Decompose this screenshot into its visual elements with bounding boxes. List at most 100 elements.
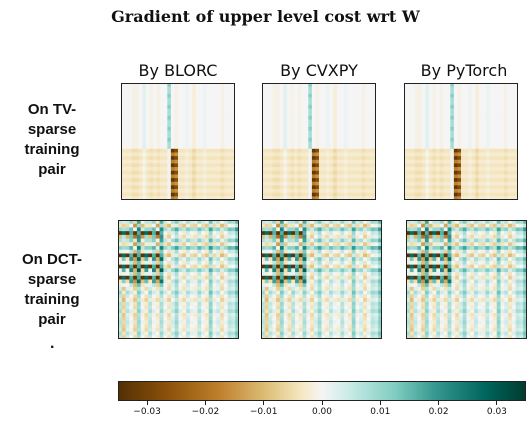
heatmap-tv-blorc <box>121 83 235 200</box>
heatmap-cell <box>372 119 376 124</box>
heatmap-cell <box>276 309 281 314</box>
heatmap-cell <box>167 148 172 153</box>
heatmap-cell <box>425 112 430 117</box>
heatmap-cell <box>135 119 140 124</box>
heatmap-cell <box>197 264 202 269</box>
heatmap-cell <box>121 260 126 265</box>
heatmap-cell <box>276 305 281 310</box>
heatmap-cell <box>149 189 154 193</box>
heatmap-cell <box>310 279 315 284</box>
heatmap-cell <box>351 234 356 239</box>
heatmap-cell <box>319 86 323 91</box>
heatmap-cell <box>468 156 472 161</box>
row-label-dct: On DCT- sparse training pair <box>22 251 82 328</box>
heatmap-cell <box>129 320 134 325</box>
heatmap-cell <box>310 227 315 232</box>
heatmap-cell <box>351 174 355 179</box>
heatmap-cell <box>418 112 423 117</box>
heatmap-cell <box>329 134 334 139</box>
heatmap-cell <box>461 185 465 190</box>
heatmap-cell <box>199 196 204 200</box>
heatmap-cell <box>365 108 370 113</box>
heatmap-cell <box>152 242 157 247</box>
heatmap-cell <box>475 167 480 172</box>
heatmap-cell <box>340 260 345 265</box>
heatmap-cell <box>129 309 134 314</box>
heatmap-cell <box>269 152 273 157</box>
heatmap-cell <box>294 112 298 117</box>
heatmap-cell <box>333 83 338 87</box>
heatmap-cell <box>302 320 307 325</box>
heatmap-cell <box>217 170 222 175</box>
heatmap-cell <box>163 163 168 168</box>
heatmap-cell <box>223 242 228 247</box>
heatmap-cell <box>197 257 202 262</box>
heatmap-cell <box>336 101 341 106</box>
heatmap-cell <box>366 242 371 247</box>
heatmap-cell <box>231 93 235 98</box>
heatmap-cell <box>443 156 448 161</box>
heatmap-cell <box>208 312 213 317</box>
heatmap-cell <box>428 192 433 197</box>
heatmap-cell <box>344 227 349 232</box>
heatmap-cell <box>167 327 172 332</box>
heatmap-cell <box>265 104 270 109</box>
heatmap-cell <box>294 163 298 168</box>
heatmap-cell <box>404 174 408 179</box>
heatmap-cell <box>298 286 303 291</box>
heatmap-cell <box>370 246 375 251</box>
heatmap-cell <box>185 170 189 175</box>
heatmap-cell <box>457 83 462 87</box>
heatmap-cell <box>304 167 309 172</box>
heatmap-cell <box>363 268 368 273</box>
heatmap-cell <box>153 159 157 164</box>
heatmap-cell <box>347 148 352 153</box>
heatmap-cell <box>121 294 126 299</box>
heatmap-cell <box>188 130 193 135</box>
heatmap-cell <box>359 242 364 247</box>
heatmap-cell <box>443 185 448 190</box>
heatmap-cell <box>503 174 508 179</box>
heatmap-cell <box>217 97 222 102</box>
heatmap-cell <box>313 305 319 310</box>
heatmap-cell <box>202 163 207 168</box>
heatmap-cell <box>156 108 161 113</box>
heatmap-cell <box>144 301 149 306</box>
heatmap-cell <box>201 264 206 269</box>
heatmap-cell <box>262 170 266 175</box>
heatmap-cell <box>223 335 228 339</box>
heatmap-cell <box>174 159 179 164</box>
heatmap-cell <box>425 101 430 106</box>
heatmap-cell <box>145 123 150 128</box>
heatmap-cell <box>366 223 371 228</box>
heatmap-cell <box>475 126 480 131</box>
heatmap-cell <box>336 220 341 225</box>
heatmap-cell <box>407 137 412 142</box>
heatmap-cell <box>276 242 281 247</box>
heatmap-cell <box>269 170 273 175</box>
heatmap-cell <box>439 159 444 164</box>
heatmap-cell <box>261 249 266 254</box>
heatmap-cell <box>443 159 448 164</box>
heatmap-cell <box>279 167 284 172</box>
heatmap-cell <box>475 134 480 139</box>
heatmap-cell <box>138 130 143 135</box>
heatmap-cell <box>212 264 217 269</box>
heatmap-cell <box>224 115 229 120</box>
heatmap-cell <box>311 115 316 120</box>
heatmap-cell <box>142 170 147 175</box>
heatmap-cell <box>333 97 338 102</box>
heatmap-cell <box>202 181 207 186</box>
heatmap-cell <box>306 305 311 310</box>
heatmap-cell <box>450 119 455 124</box>
heatmap-cell <box>308 174 313 179</box>
heatmap-cell <box>186 253 191 258</box>
heatmap-cell <box>262 93 266 98</box>
heatmap-cell <box>118 275 123 280</box>
heatmap-cell <box>121 238 126 243</box>
heatmap-cell <box>446 192 451 197</box>
heatmap-cell <box>306 234 311 239</box>
heatmap-cell <box>144 294 149 299</box>
heatmap-cell <box>269 123 273 128</box>
heatmap-cell <box>213 93 218 98</box>
